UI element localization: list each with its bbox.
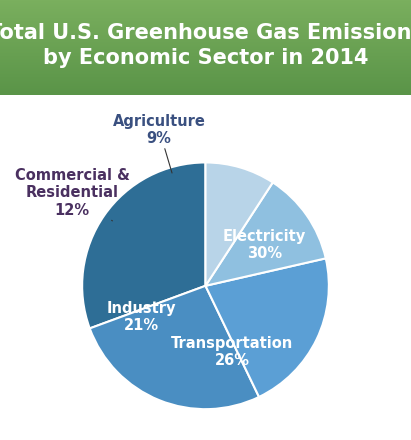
Wedge shape (90, 286, 259, 409)
Wedge shape (82, 162, 206, 328)
Text: Electricity
30%: Electricity 30% (222, 229, 306, 261)
Text: Total U.S. Greenhouse Gas Emissions
by Economic Sector in 2014: Total U.S. Greenhouse Gas Emissions by E… (0, 22, 411, 68)
Wedge shape (206, 162, 273, 286)
Wedge shape (206, 183, 326, 286)
Text: Agriculture
9%: Agriculture 9% (113, 114, 206, 173)
Text: Transportation
26%: Transportation 26% (171, 336, 293, 368)
Wedge shape (206, 258, 329, 397)
Text: Commercial &
Residential
12%: Commercial & Residential 12% (14, 168, 129, 221)
Text: Industry
21%: Industry 21% (106, 301, 176, 333)
